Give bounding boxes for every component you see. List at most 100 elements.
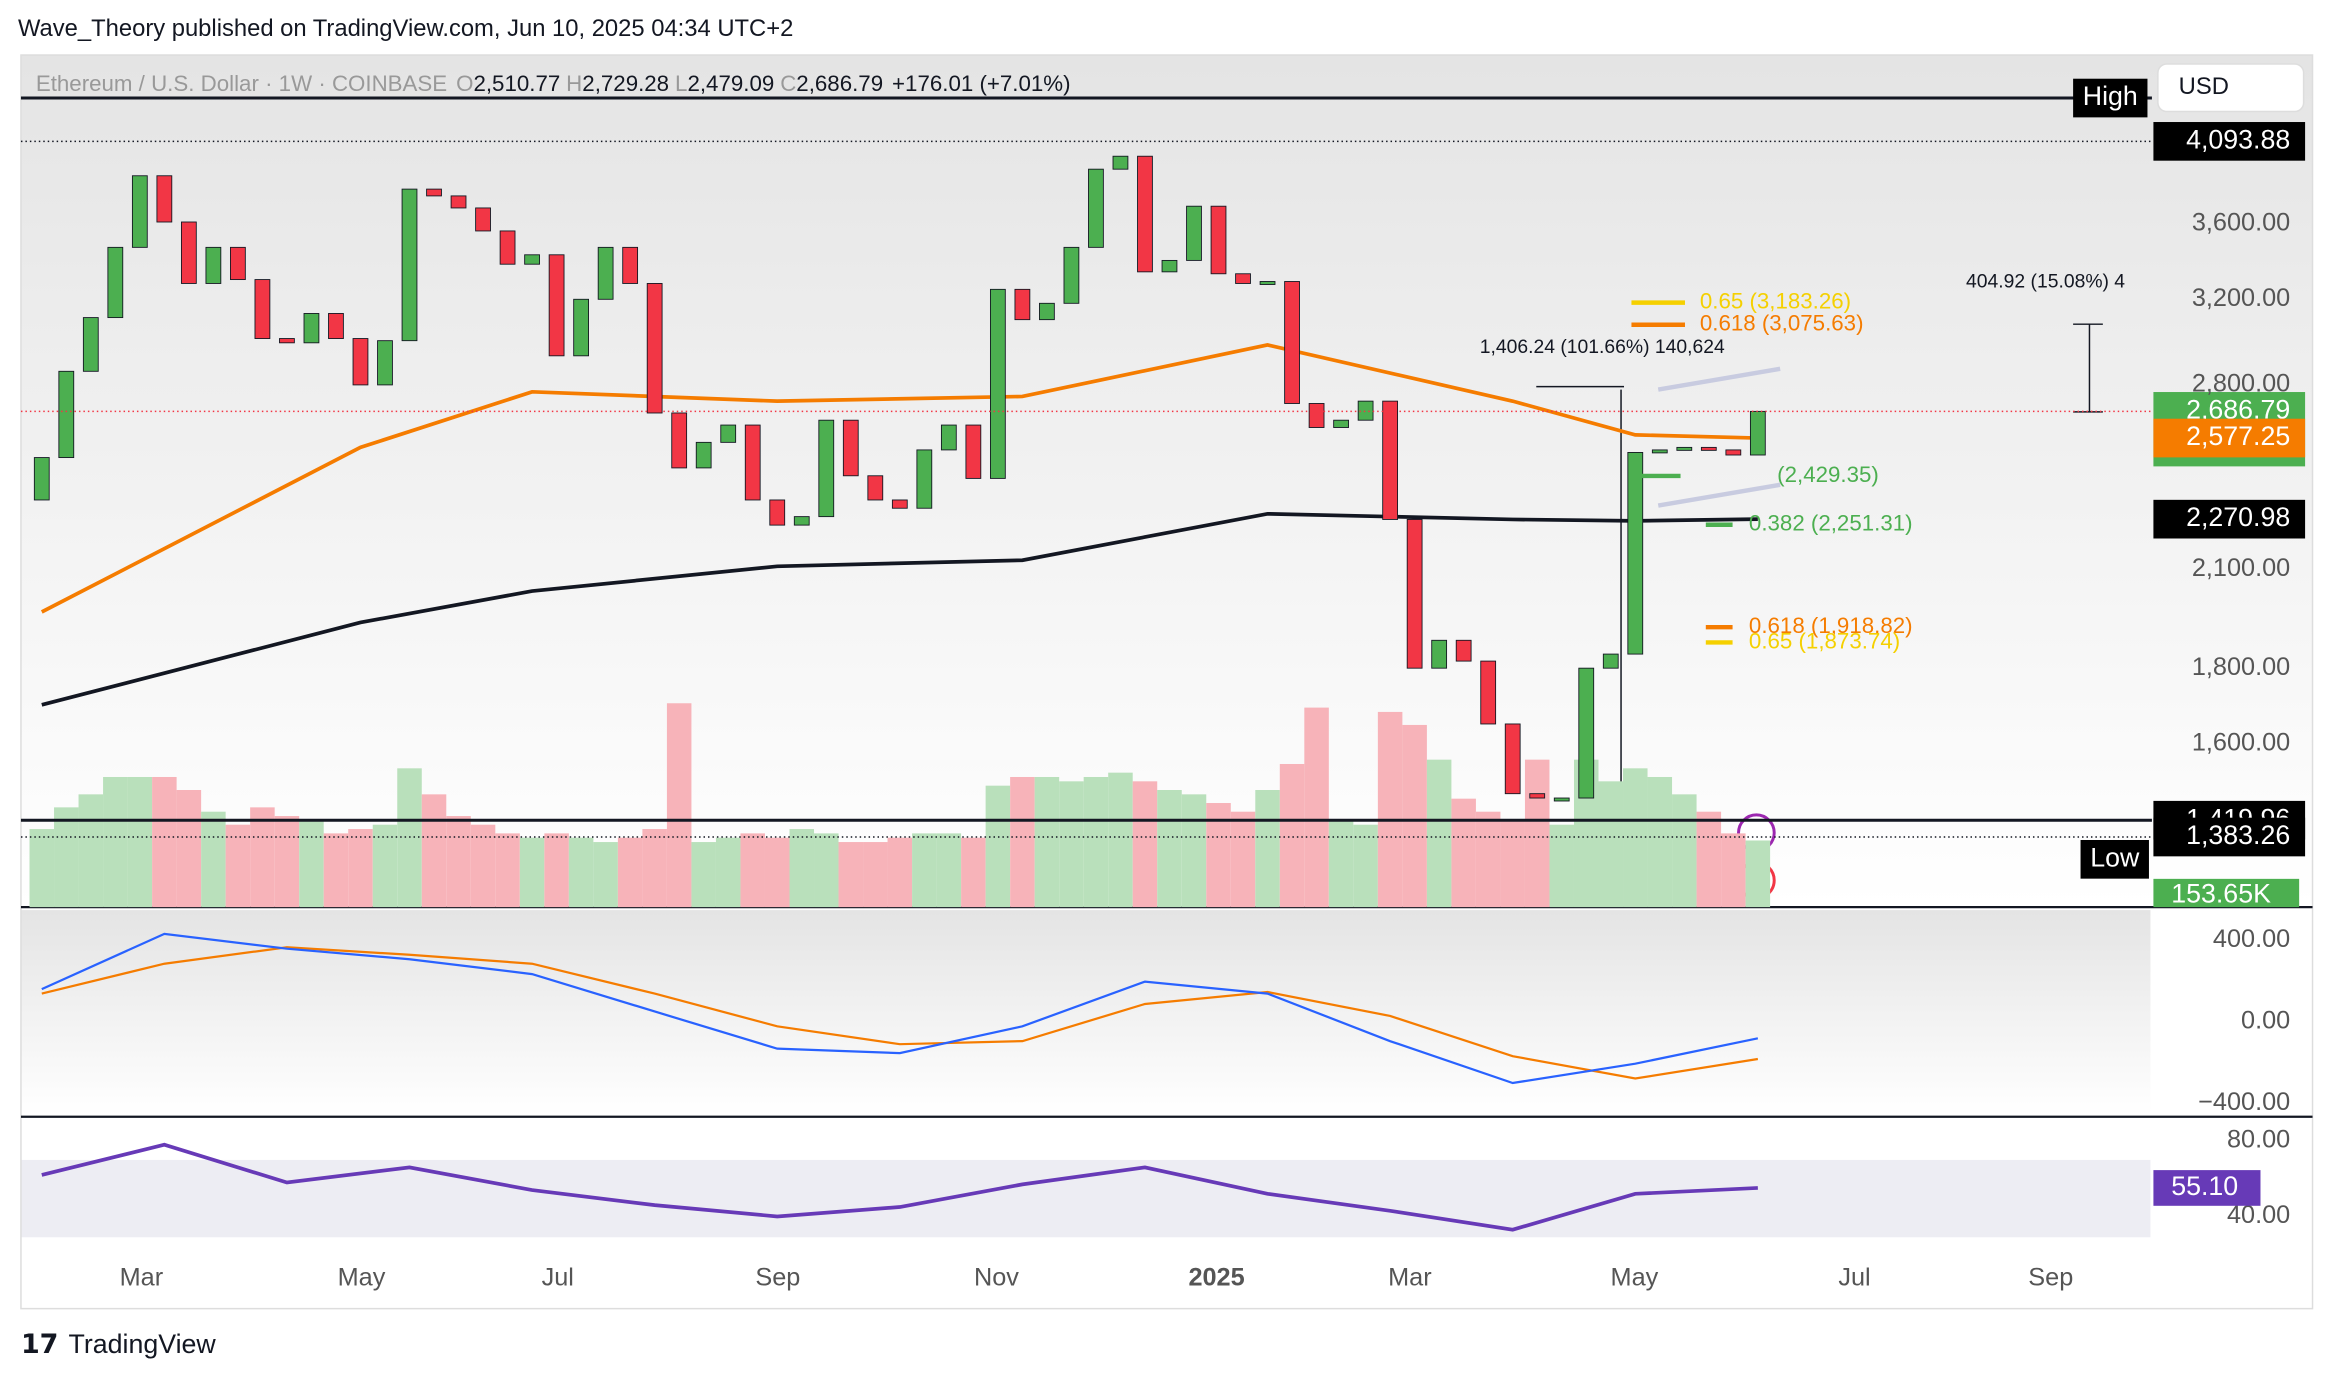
volume-bar (250, 807, 275, 908)
volume-bar (29, 829, 55, 908)
volume-bar (1524, 759, 1550, 908)
volume-bar (1279, 763, 1305, 908)
candle (1186, 205, 1202, 261)
candle (58, 370, 75, 459)
volume-bar (1328, 820, 1354, 908)
logo-mark: 𝟭𝟳 (21, 1329, 58, 1359)
volume-bar (1206, 803, 1231, 908)
macd-line (41, 932, 1759, 1085)
volume-bar (544, 833, 569, 908)
candle (107, 246, 124, 319)
signal-line (41, 946, 1759, 1080)
volume-bar (1696, 811, 1722, 908)
volume-bar (176, 790, 202, 908)
candle (1039, 302, 1055, 321)
candle (842, 419, 859, 477)
candle (1063, 246, 1080, 304)
volume-bar (789, 829, 815, 908)
volume-bar (1108, 772, 1133, 908)
h-value: 2,729.28 (582, 71, 669, 96)
volume-bar (985, 785, 1011, 908)
volume-bar (642, 829, 667, 908)
volume-bar (152, 776, 177, 908)
currency-button[interactable] (2157, 63, 2305, 113)
currency-label[interactable]: USD (2179, 73, 2229, 100)
candle (279, 338, 295, 344)
volume-bar (1132, 781, 1158, 908)
candle (82, 317, 99, 372)
volume-bar (1010, 776, 1035, 908)
volume-bar (936, 833, 962, 908)
volume-bar (470, 824, 496, 908)
x-tick-label: May (338, 1264, 386, 1292)
volume-bar (1353, 824, 1378, 908)
y-tick-label: 3,200.00 (2192, 284, 2290, 312)
candle (671, 412, 688, 469)
candle (769, 499, 786, 526)
candle (328, 313, 344, 339)
y-tick-label: 1,600.00 (2192, 728, 2290, 756)
ema-line (40, 343, 1758, 614)
volume-bar (814, 833, 839, 908)
candle (1627, 452, 1644, 655)
y-tick-label: 2,100.00 (2192, 554, 2290, 582)
volume-bar (519, 837, 545, 908)
candle (1480, 660, 1497, 725)
volume-bar (1549, 824, 1574, 908)
volume-bar (1623, 768, 1648, 908)
candle (1210, 205, 1227, 275)
candle (131, 175, 148, 248)
candle (940, 424, 957, 451)
volume-bar (1255, 790, 1280, 908)
volume-bar (1426, 759, 1452, 908)
candle (989, 288, 1006, 479)
volume-bar (568, 837, 594, 908)
symbol-line: Ethereum / U.S. Dollar · 1W · COINBASE O2… (36, 71, 1071, 96)
volume-bar (323, 833, 349, 908)
volume-bar (446, 816, 471, 908)
x-tick-label: Sep (2028, 1264, 2073, 1292)
candle (597, 246, 614, 300)
fib-label: (2,429.35) (1777, 462, 1879, 487)
candle (352, 338, 369, 386)
volume-bar (127, 776, 153, 908)
volume-bar (103, 776, 128, 908)
volume-bar (1672, 794, 1697, 908)
candle (303, 313, 320, 344)
candle (622, 246, 639, 284)
frame (20, 54, 2314, 1310)
volume-bar (495, 833, 520, 908)
volume-bar (593, 842, 618, 908)
volume-bar (54, 807, 79, 908)
candle (548, 254, 565, 357)
x-tick-label: Jul (542, 1264, 574, 1292)
fib-label: 0.65 (3,183.26) (1700, 289, 1851, 314)
candle (499, 230, 516, 265)
volume-bar (1598, 781, 1624, 908)
candle (793, 516, 810, 526)
measure-tools: 1,406.24 (101.66%) 140,624 404.92 (15.08… (20, 78, 2306, 1232)
candle (744, 424, 761, 501)
candle (156, 175, 173, 223)
volume-bar (372, 824, 398, 908)
candle (1553, 797, 1570, 802)
volume-bar (715, 837, 741, 908)
price-badge (2153, 499, 2306, 539)
price-badge-label: 1,383.26 (2186, 820, 2290, 850)
volume-badge-label: 153.65K (2171, 878, 2271, 908)
candle (1578, 667, 1595, 799)
volume-bar (887, 837, 913, 908)
measure-label: 1,406.24 (101.66%) 140,624 (1480, 337, 1725, 358)
volume-bar (201, 811, 226, 908)
volume-bar (421, 794, 447, 908)
o-label: O (456, 71, 473, 96)
candle (1602, 653, 1619, 669)
volume-bar (1745, 840, 1771, 908)
candle (1308, 403, 1325, 428)
candle (965, 424, 982, 479)
candle (1333, 419, 1349, 428)
volume-bar (1377, 711, 1403, 908)
c-value: 2,686.79 (796, 71, 883, 96)
candle (916, 449, 933, 509)
channel-line (1657, 366, 1781, 392)
